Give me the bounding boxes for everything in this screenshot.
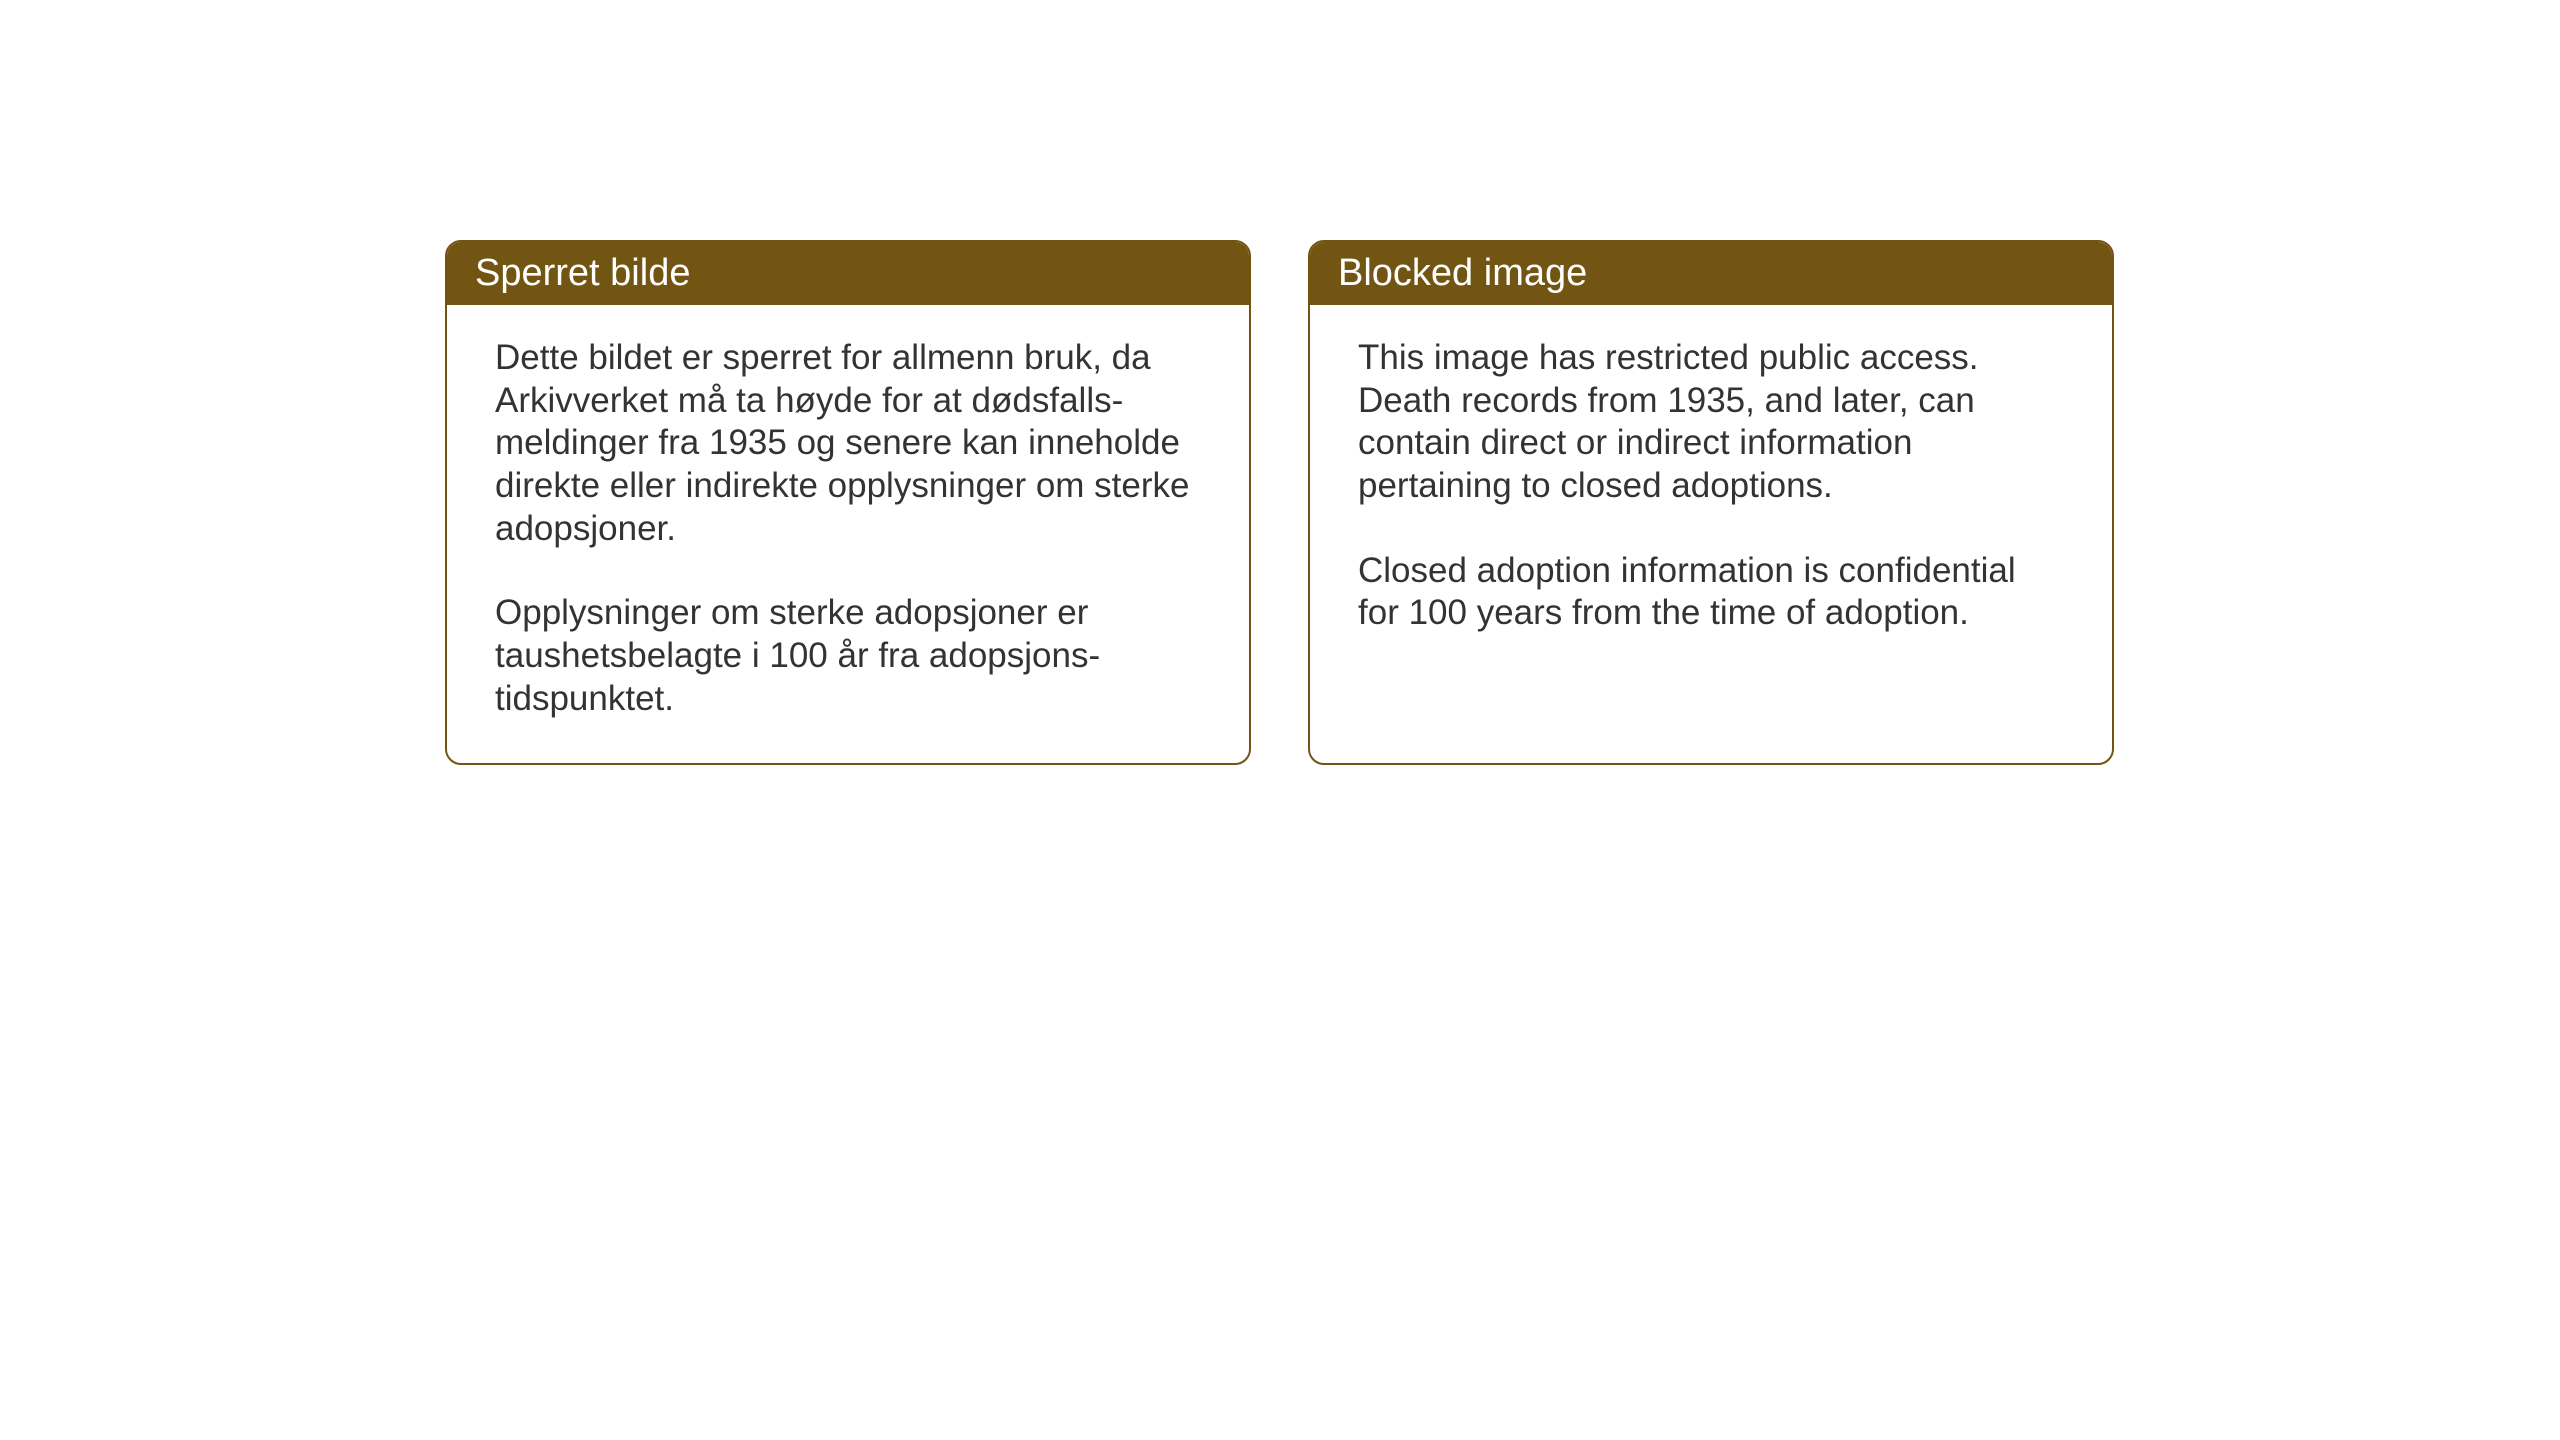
english-paragraph-2: Closed adoption information is confident… bbox=[1358, 550, 2064, 635]
norwegian-paragraph-2: Opplysninger om sterke adopsjoner er tau… bbox=[495, 592, 1201, 720]
notice-container: Sperret bilde Dette bildet er sperret fo… bbox=[445, 240, 2114, 765]
english-notice-box: Blocked image This image has restricted … bbox=[1308, 240, 2114, 765]
english-notice-title: Blocked image bbox=[1310, 242, 2112, 305]
norwegian-paragraph-1: Dette bildet er sperret for allmenn bruk… bbox=[495, 337, 1201, 550]
english-paragraph-1: This image has restricted public access.… bbox=[1358, 337, 2064, 508]
norwegian-notice-body: Dette bildet er sperret for allmenn bruk… bbox=[447, 305, 1249, 763]
english-notice-body: This image has restricted public access.… bbox=[1310, 305, 2112, 677]
norwegian-notice-box: Sperret bilde Dette bildet er sperret fo… bbox=[445, 240, 1251, 765]
norwegian-notice-title: Sperret bilde bbox=[447, 242, 1249, 305]
